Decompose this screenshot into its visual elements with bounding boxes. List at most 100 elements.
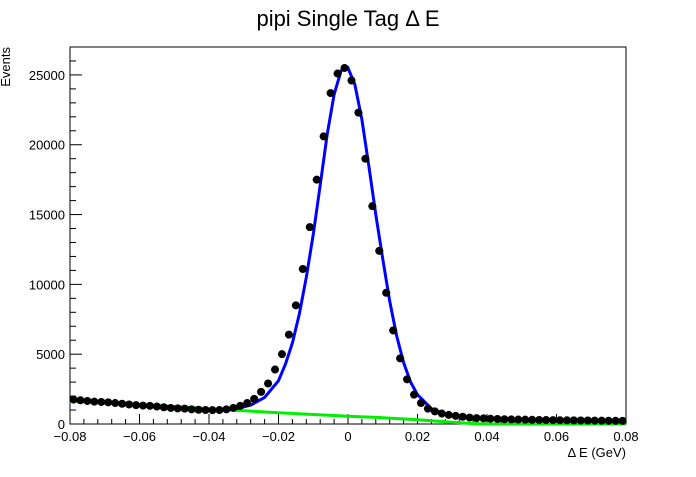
y-axis-label: Events (0, 47, 13, 87)
data-point (403, 375, 412, 384)
data-point (173, 404, 182, 413)
y-tick-label: 20000 (29, 138, 65, 153)
data-point (97, 397, 106, 406)
data-point (104, 398, 113, 407)
data-point (250, 394, 259, 403)
x-axis-label: Δ E (GeV) (567, 445, 626, 460)
data-point (257, 387, 266, 396)
data-point (528, 415, 537, 424)
data-point (347, 76, 356, 85)
data-point (389, 326, 398, 335)
data-point (500, 415, 509, 424)
data-point (264, 379, 273, 388)
data-point (194, 405, 203, 414)
data-point (159, 403, 168, 412)
data-point (111, 399, 120, 408)
x-axis-ticks: −0.08 −0.06 −0.04 −0.02 0 0.02 0.04 0.06 0.08 (54, 414, 639, 444)
total-fit-line (69, 65, 627, 423)
y-axis-ticks: 0 5000 10000 15000 20000 25000 (29, 46, 82, 432)
data-point (472, 414, 481, 423)
data-point (576, 416, 585, 425)
data-point (340, 63, 349, 72)
data-point (201, 406, 210, 415)
data-point (514, 415, 523, 424)
data-point (507, 415, 516, 424)
data-point (354, 108, 363, 117)
data-point (604, 416, 613, 425)
series-layer (69, 63, 627, 426)
x-tick-label: 0.06 (544, 429, 569, 444)
data-point (305, 223, 314, 232)
x-tick-label: 0 (344, 429, 351, 444)
data-point (486, 414, 495, 423)
data-point (479, 414, 488, 423)
y-tick-label: 25000 (29, 68, 65, 83)
y-tick-label: 10000 (29, 277, 65, 292)
x-tick-label: 0.08 (613, 429, 638, 444)
data-point (451, 411, 460, 420)
data-point (152, 402, 161, 411)
data-point (611, 416, 620, 425)
chart-title: pipi Single Tag Δ E (256, 6, 439, 31)
data-point (298, 265, 307, 274)
data-point (562, 416, 571, 425)
data-point (69, 395, 78, 404)
data-point (416, 399, 425, 408)
data-point (132, 401, 141, 410)
data-point (410, 390, 419, 399)
data-point (180, 404, 189, 413)
data-point (312, 175, 321, 184)
data-point (458, 412, 467, 421)
data-point (333, 69, 342, 78)
data-point (76, 396, 85, 405)
data-point (465, 413, 474, 422)
data-point (277, 350, 286, 359)
data-point (215, 406, 224, 415)
x-tick-label: −0.04 (193, 429, 226, 444)
data-point (368, 202, 377, 211)
data-point (535, 415, 544, 424)
data-point (291, 301, 300, 310)
data-point (542, 416, 551, 425)
data-point (90, 397, 99, 406)
data-point (271, 365, 280, 374)
x-tick-label: 0.04 (474, 429, 499, 444)
data-point (375, 246, 384, 255)
x-tick-label: −0.06 (123, 429, 156, 444)
data-point (187, 405, 196, 414)
data-point (208, 406, 217, 415)
data-point (138, 401, 147, 410)
data-point (618, 416, 627, 425)
data-point (430, 407, 439, 416)
data-point (521, 415, 530, 424)
data-point (590, 416, 599, 425)
y-tick-label: 5000 (36, 347, 65, 362)
data-point (597, 416, 606, 425)
plot-area-frame (69, 46, 627, 425)
data-point (549, 416, 558, 425)
x-tick-label: −0.02 (262, 429, 295, 444)
data-point (222, 405, 231, 414)
data-point (493, 414, 502, 423)
data-point (569, 416, 578, 425)
plot-frame (69, 46, 627, 425)
data-point (236, 401, 245, 410)
data-point (243, 399, 252, 408)
y-tick-label: 0 (58, 417, 65, 432)
x-tick-label: −0.08 (54, 429, 87, 444)
data-point (423, 404, 432, 413)
data-point (396, 354, 405, 363)
data-point (555, 416, 564, 425)
y-tick-label: 15000 (29, 208, 65, 223)
data-point (145, 401, 154, 410)
data-point (583, 416, 592, 425)
data-point (166, 403, 175, 412)
data-point (361, 154, 370, 163)
data-point (437, 409, 446, 418)
data-point (229, 403, 238, 412)
data-point (125, 400, 134, 409)
data-point (382, 288, 391, 297)
x-tick-label: 0.02 (405, 429, 430, 444)
